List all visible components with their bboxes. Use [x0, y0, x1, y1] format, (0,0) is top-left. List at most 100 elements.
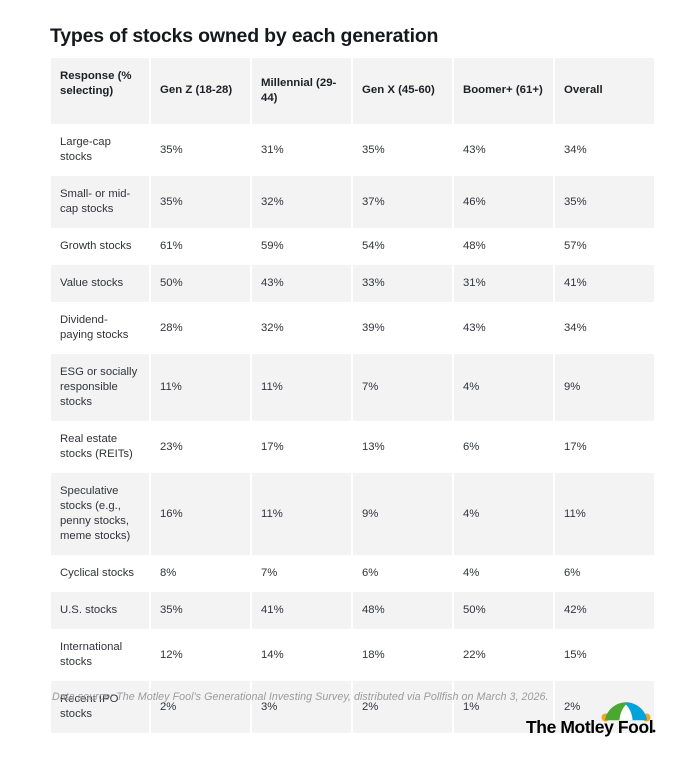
table-cell: 37% — [353, 176, 452, 229]
table-cell: 7% — [353, 354, 452, 422]
table-cell: 23% — [151, 421, 250, 474]
row-label: Real estate stocks (REITs) — [51, 421, 149, 474]
table-cell: 7% — [252, 555, 351, 593]
table-cell: 12% — [151, 629, 250, 682]
table-row: Value stocks 50% 43% 33% 31% 41% — [51, 265, 654, 303]
table-cell: 35% — [353, 124, 452, 177]
table-row: Real estate stocks (REITs) 23% 17% 13% 6% 17% — [51, 421, 654, 474]
table-cell: 42% — [555, 592, 654, 630]
row-label: Dividend-paying stocks — [51, 302, 149, 355]
table-cell: 3% — [252, 681, 351, 734]
table-cell: 50% — [454, 592, 553, 630]
row-label: Small- or mid-cap stocks — [51, 176, 149, 229]
table-cell: 50% — [151, 265, 250, 303]
table-cell: 35% — [151, 592, 250, 630]
table-cell: 2% — [353, 681, 452, 734]
column-header-boomer: Boomer+ (61+) — [454, 58, 553, 124]
table-cell: 14% — [252, 629, 351, 682]
row-label: Recent IPO stocks — [51, 681, 149, 734]
table-cell: 34% — [555, 302, 654, 355]
column-header-overall: Overall — [555, 58, 654, 124]
data-source-note: Data source: The Motley Fool's Generatio… — [52, 691, 549, 703]
table-cell: 33% — [353, 265, 452, 303]
table-row: Large-cap stocks 35% 31% 35% 43% 34% — [51, 124, 654, 177]
table-cell: 17% — [555, 421, 654, 474]
table-cell: 2% — [151, 681, 250, 734]
table-cell: 46% — [454, 176, 553, 229]
table-cell: 4% — [454, 354, 553, 422]
stocks-by-generation-table: Response (% selecting) Gen Z (18-28) Mil… — [49, 58, 656, 734]
row-label: International stocks — [51, 629, 149, 682]
table-cell: 6% — [555, 555, 654, 593]
table-cell: 9% — [353, 473, 452, 556]
table-header: Response (% selecting) Gen Z (18-28) Mil… — [51, 58, 654, 124]
column-header-response: Response (% selecting) — [51, 58, 149, 124]
table-cell: 39% — [353, 302, 452, 355]
table-row: Recent IPO stocks 2% 3% 2% 1% 2% — [51, 681, 654, 734]
table-cell: 41% — [252, 592, 351, 630]
table-cell: 4% — [454, 555, 553, 593]
table-row: Small- or mid-cap stocks 35% 32% 37% 46% 35% — [51, 176, 654, 229]
table-row: U.S. stocks 35% 41% 48% 50% 42% — [51, 592, 654, 630]
row-label: ESG or socially responsible stocks — [51, 354, 149, 422]
logo-wordmark: The Motley Fool — [526, 717, 653, 737]
table-cell: 31% — [252, 124, 351, 177]
stocks-by-generation-table-container: Response (% selecting) Gen Z (18-28) Mil… — [50, 58, 654, 734]
row-label: Speculative stocks (e.g., penny stocks, … — [51, 473, 149, 556]
table-cell: 43% — [252, 265, 351, 303]
page-title: Types of stocks owned by each generation — [50, 25, 439, 47]
table-row: International stocks 12% 14% 18% 22% 15% — [51, 629, 654, 682]
table-cell: 1% — [454, 681, 553, 734]
row-label: Growth stocks — [51, 228, 149, 266]
row-label: U.S. stocks — [51, 592, 149, 630]
table-cell: 32% — [252, 302, 351, 355]
motley-fool-logo: The Motley Fool — [526, 698, 658, 744]
table-cell: 41% — [555, 265, 654, 303]
table-cell: 18% — [353, 629, 452, 682]
table-cell: 11% — [555, 473, 654, 556]
table-cell: 11% — [151, 354, 250, 422]
table-cell: 6% — [454, 421, 553, 474]
table-header-row: Response (% selecting) Gen Z (18-28) Mil… — [51, 58, 654, 124]
table-cell: 32% — [252, 176, 351, 229]
table-body: Large-cap stocks 35% 31% 35% 43% 34% Small- or… — [51, 124, 654, 734]
table-cell: 16% — [151, 473, 250, 556]
table-cell: 6% — [353, 555, 452, 593]
row-label: Cyclical stocks — [51, 555, 149, 593]
logo-hat-notch-icon — [619, 704, 633, 721]
table-cell: 22% — [454, 629, 553, 682]
column-header-millennial: Millennial (29-44) — [252, 58, 351, 124]
table-cell: 11% — [252, 473, 351, 556]
logo-trademark-dot-icon — [652, 729, 656, 733]
table-cell: 43% — [454, 124, 553, 177]
table-cell: 43% — [454, 302, 553, 355]
table-row: Cyclical stocks 8% 7% 6% 4% 6% — [51, 555, 654, 593]
table-cell: 35% — [555, 176, 654, 229]
table-row: Speculative stocks (e.g., penny stocks, … — [51, 473, 654, 556]
table-cell: 54% — [353, 228, 452, 266]
table-cell: 8% — [151, 555, 250, 593]
table-cell: 35% — [151, 124, 250, 177]
table-cell: 61% — [151, 228, 250, 266]
row-label: Large-cap stocks — [51, 124, 149, 177]
column-header-gen-z: Gen Z (18-28) — [151, 58, 250, 124]
table-cell: 59% — [252, 228, 351, 266]
table-cell: 4% — [454, 473, 553, 556]
table-cell: 57% — [555, 228, 654, 266]
table-cell: 9% — [555, 354, 654, 422]
table-cell: 34% — [555, 124, 654, 177]
table-cell: 48% — [454, 228, 553, 266]
table-cell: 17% — [252, 421, 351, 474]
column-header-gen-x: Gen X (45-60) — [353, 58, 452, 124]
table-cell: 35% — [151, 176, 250, 229]
table-cell: 28% — [151, 302, 250, 355]
table-cell: 11% — [252, 354, 351, 422]
row-label: Value stocks — [51, 265, 149, 303]
table-cell: 48% — [353, 592, 452, 630]
table-cell: 15% — [555, 629, 654, 682]
table-cell: 31% — [454, 265, 553, 303]
table-row: Dividend-paying stocks 28% 32% 39% 43% 34% — [51, 302, 654, 355]
table-row: ESG or socially responsible stocks 11% 11%… — [51, 354, 654, 422]
table-row: Growth stocks 61% 59% 54% 48% 57% — [51, 228, 654, 266]
